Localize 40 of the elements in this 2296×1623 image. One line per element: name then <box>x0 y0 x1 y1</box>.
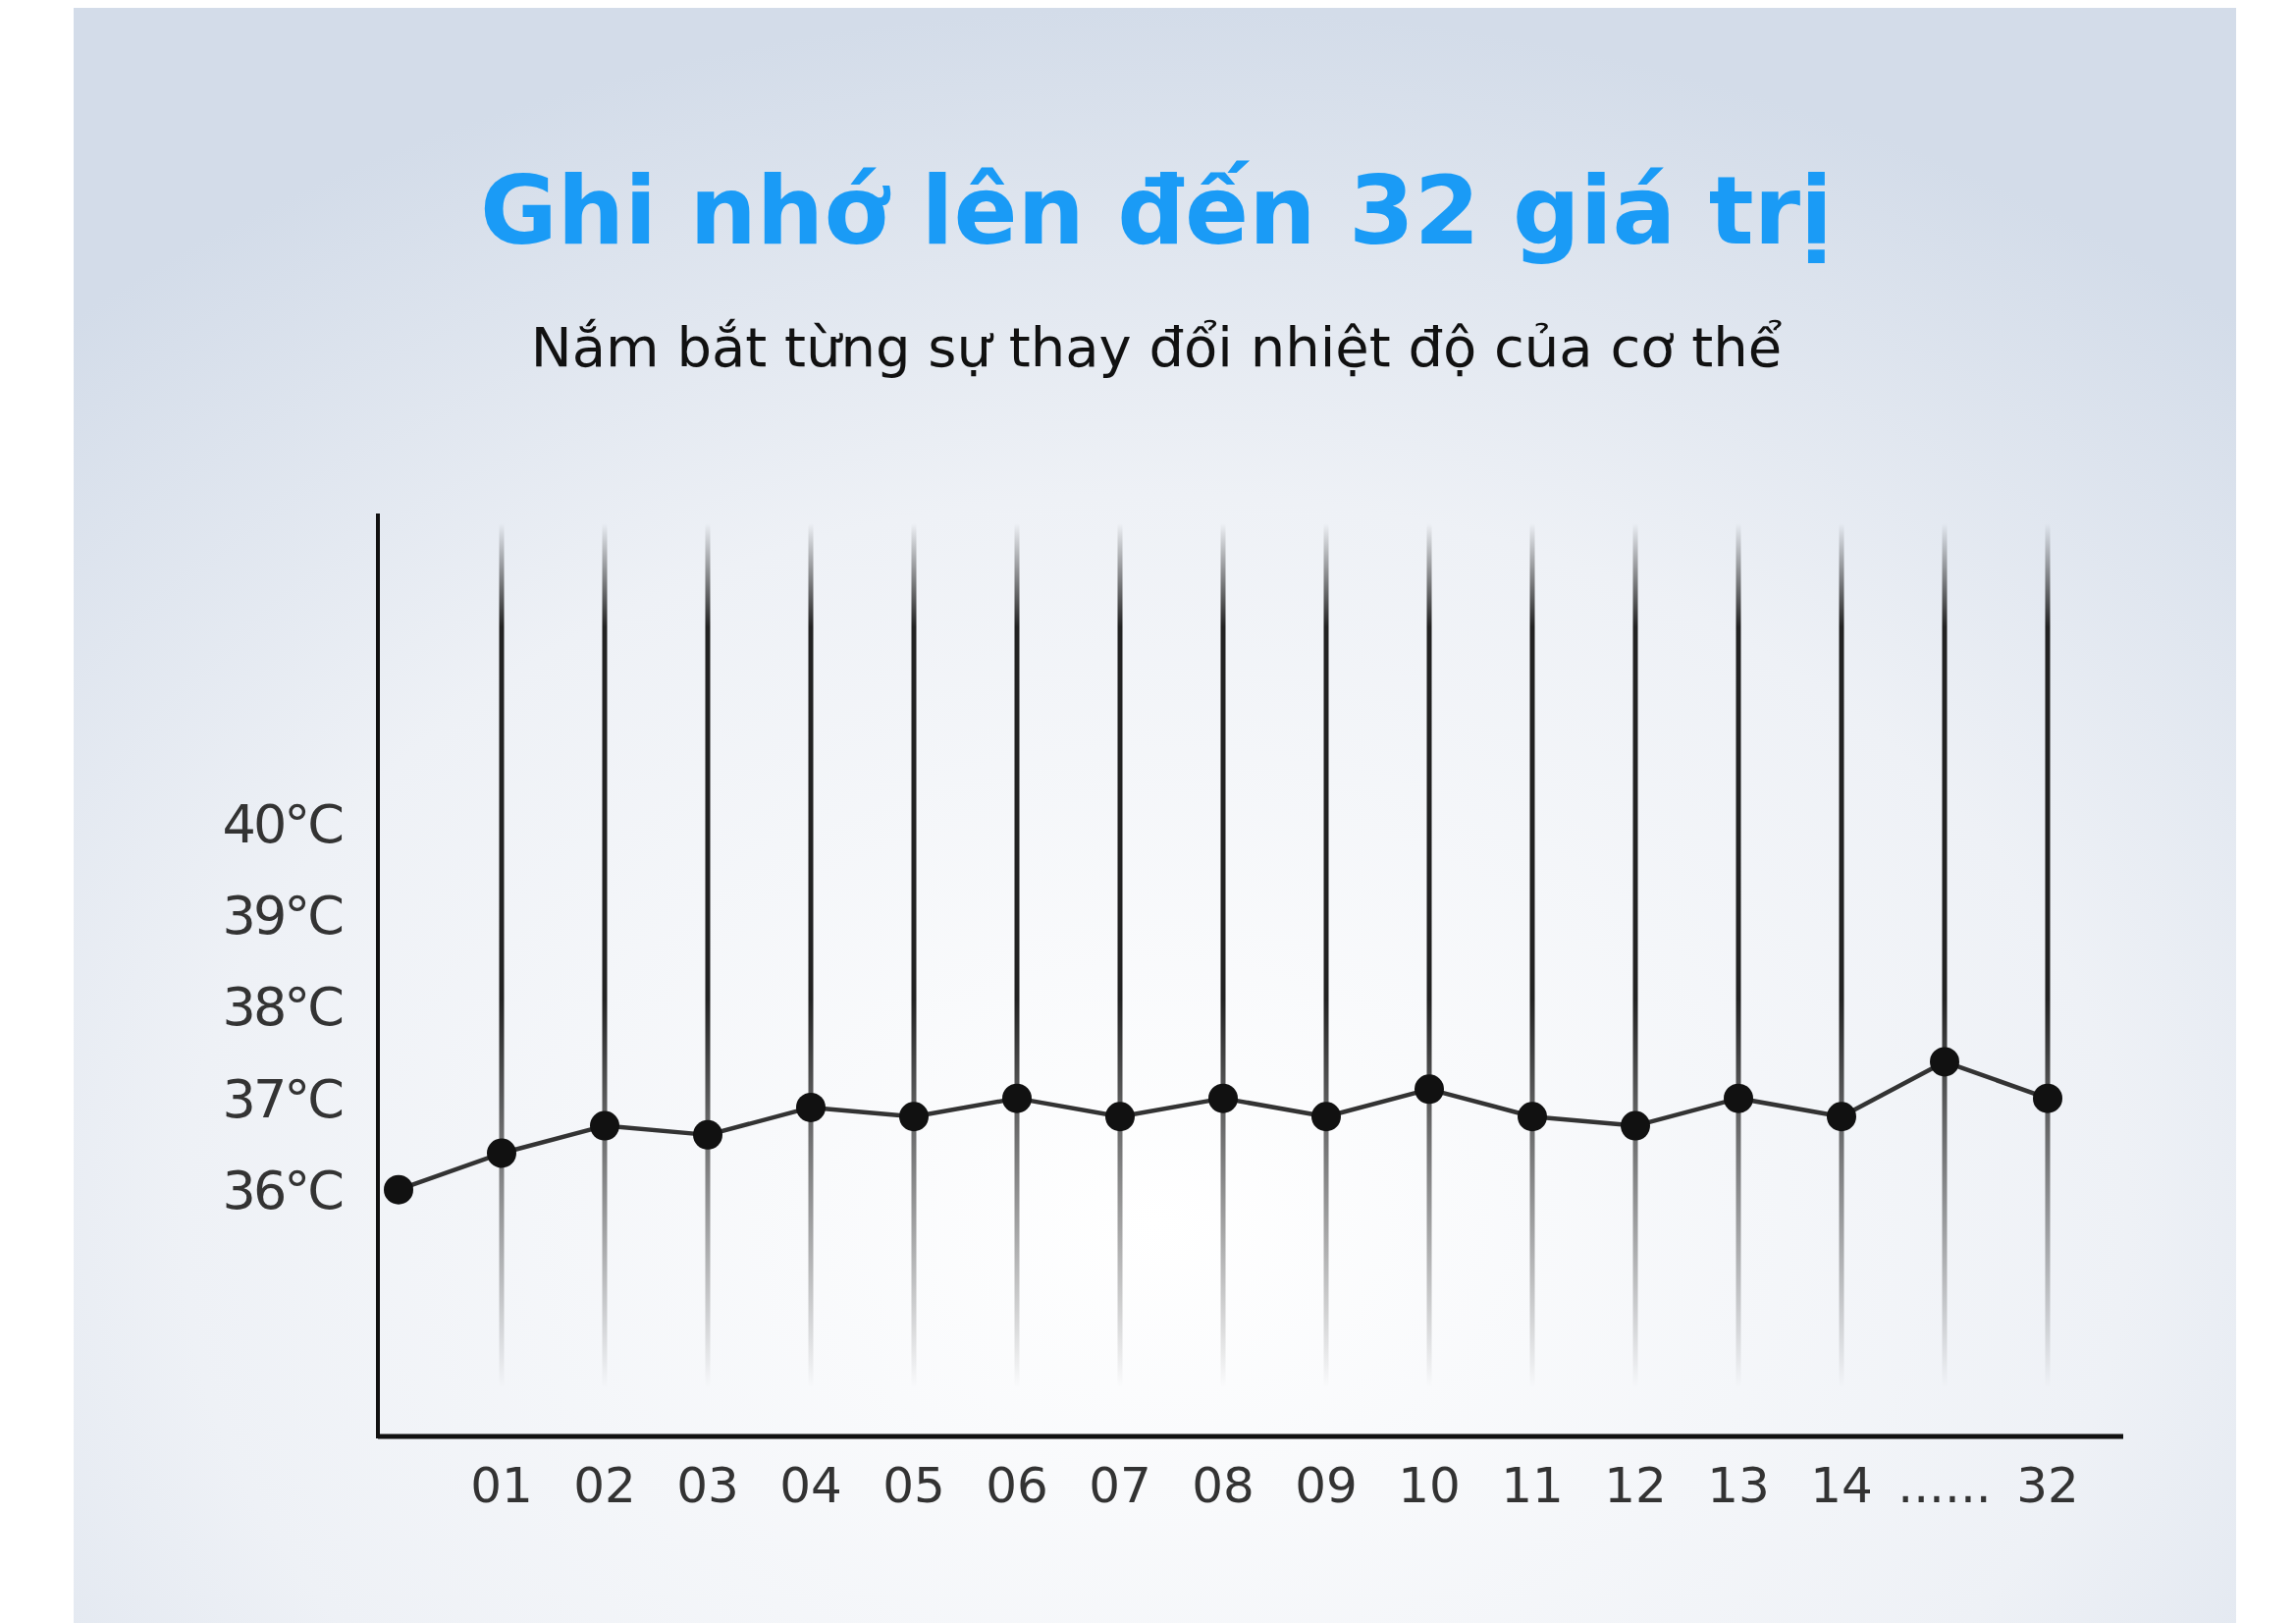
x-tick-label: 13 <box>1707 1457 1770 1514</box>
x-tick-label: 14 <box>1810 1457 1873 1514</box>
point <box>1415 1074 1444 1105</box>
point <box>693 1119 722 1150</box>
point <box>2033 1083 2062 1113</box>
point <box>1827 1102 1856 1132</box>
point <box>1724 1083 1753 1113</box>
point <box>1518 1102 1547 1132</box>
y-tick-label: 37°C <box>222 1067 343 1130</box>
x-tick-label: 10 <box>1398 1457 1461 1514</box>
point <box>1105 1102 1135 1132</box>
y-tick-label: 38°C <box>222 976 343 1039</box>
x-tick-label: 09 <box>1295 1457 1358 1514</box>
point <box>1930 1047 1959 1077</box>
x-tick-label: 32 <box>2016 1457 2079 1514</box>
chart-title: Ghi nhớ lên đến 32 giá trị <box>480 156 1833 266</box>
x-tick-label: 03 <box>676 1457 739 1514</box>
point <box>796 1092 826 1122</box>
point <box>590 1110 619 1141</box>
y-tick-label: 40°C <box>222 793 343 856</box>
x-tick-label: 01 <box>470 1457 533 1514</box>
x-tick-label: 08 <box>1192 1457 1255 1514</box>
x-tick-label: 04 <box>779 1457 842 1514</box>
point <box>1208 1083 1238 1113</box>
x-tick-label: 05 <box>882 1457 945 1514</box>
y-tick-label: 36°C <box>222 1159 343 1221</box>
chart-subtitle: Nắm bắt từng sự thay đổi nhiệt độ của cơ thể <box>530 315 1783 379</box>
point <box>1002 1083 1032 1113</box>
x-tick-label: 11 <box>1501 1457 1564 1514</box>
point <box>1311 1102 1341 1132</box>
y-tick-label: 39°C <box>222 885 343 947</box>
point <box>487 1138 516 1168</box>
point <box>1621 1110 1650 1141</box>
point <box>384 1174 413 1205</box>
x-tick-label: 02 <box>573 1457 636 1514</box>
x-tick-label: 06 <box>986 1457 1048 1514</box>
x-tick-label: ...... <box>1897 1457 1992 1514</box>
x-tick-label: 12 <box>1604 1457 1667 1514</box>
point <box>899 1102 929 1132</box>
x-tick-label: 07 <box>1089 1457 1151 1514</box>
